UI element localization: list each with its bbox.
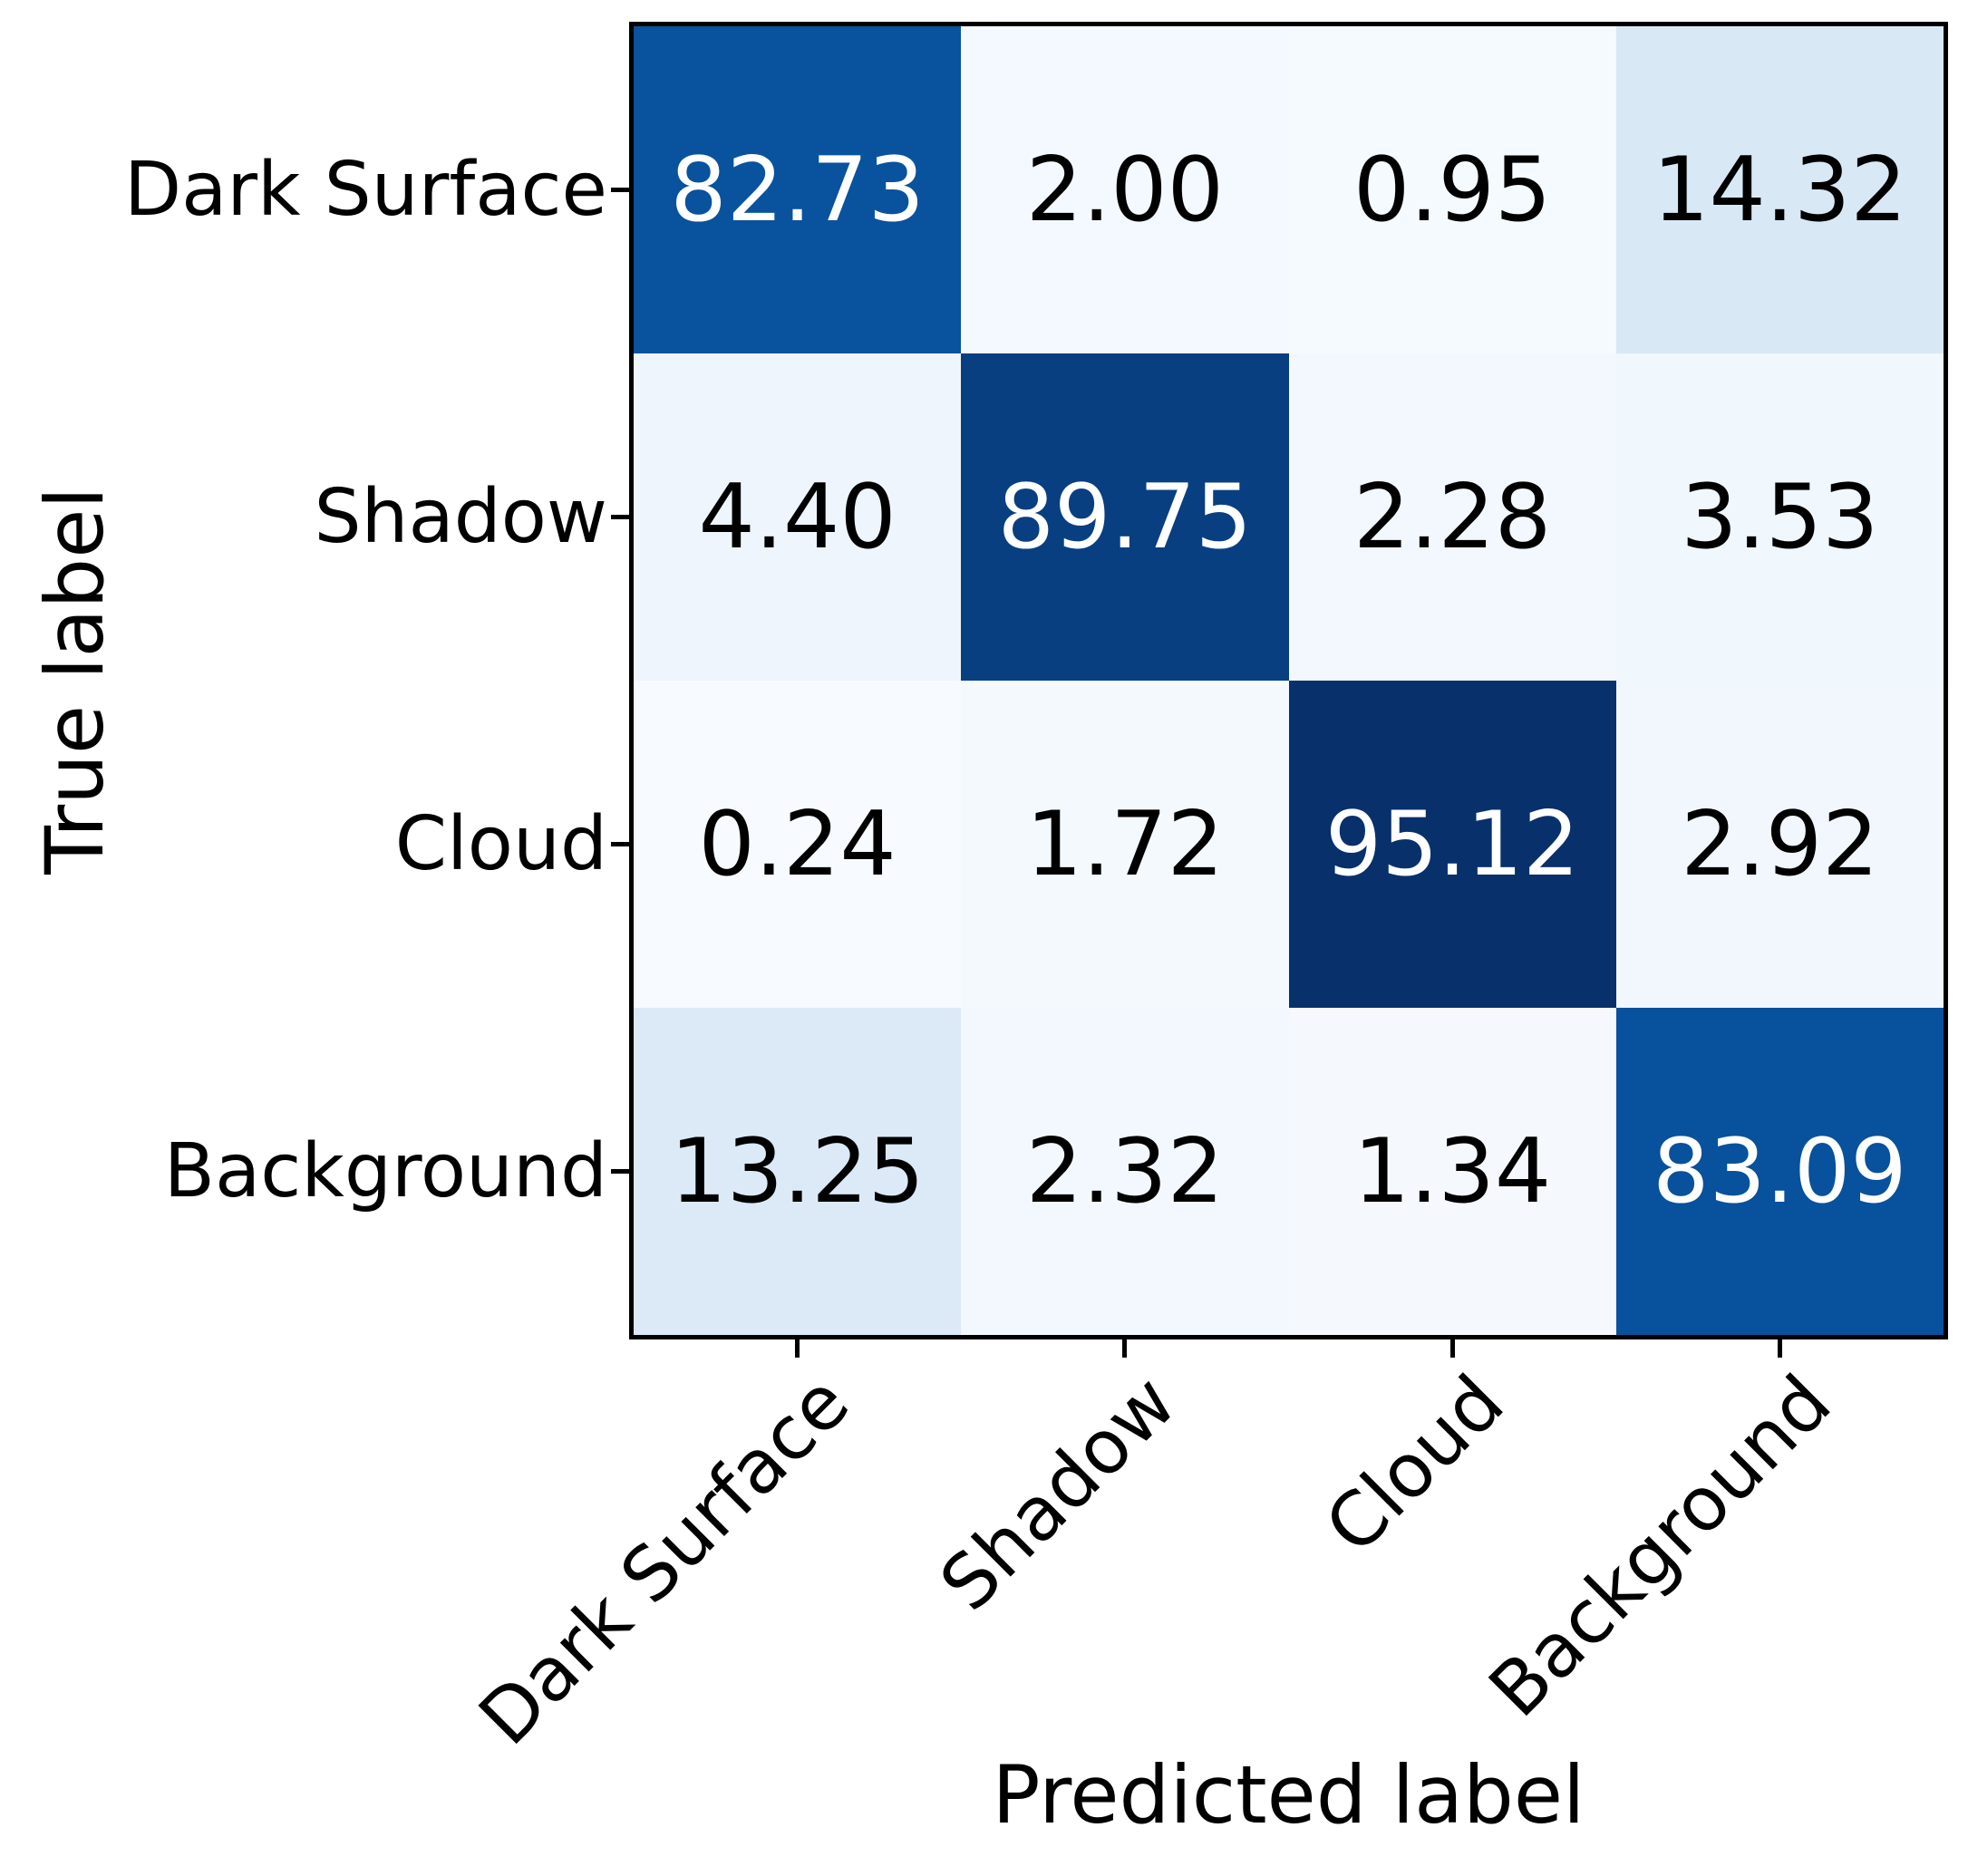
x-tick-label-1: Shadow xyxy=(924,1359,1193,1628)
y-tick-mark-0 xyxy=(611,188,629,192)
matrix-cell-r3-c0: 13.25 xyxy=(634,1008,962,1335)
confusion-matrix-plot: 82.73 2.00 0.95 14.32 4.40 89.75 2.28 3.53 0.24 1… xyxy=(629,22,1948,1339)
matrix-cell-r1-c1: 89.75 xyxy=(961,353,1289,681)
matrix-cell-r0-c3: 14.32 xyxy=(1615,26,1944,353)
y-tick-mark-2 xyxy=(611,842,629,846)
matrix-cell-r1-c2: 2.28 xyxy=(1288,353,1616,681)
y-tick-label-0: Dark Surface xyxy=(123,146,607,233)
x-tick-mark-2 xyxy=(1449,1339,1455,1358)
x-axis-title: Predicted label xyxy=(992,1748,1585,1842)
matrix-cell-r3-c3: 83.09 xyxy=(1615,1008,1944,1335)
x-tick-label-0: Dark Surface xyxy=(462,1359,866,1762)
matrix-cell-r2-c2: 95.12 xyxy=(1288,681,1616,1008)
y-tick-mark-3 xyxy=(611,1169,629,1174)
matrix-cell-r0-c0: 82.73 xyxy=(634,26,962,353)
matrix-cell-r1-c3: 3.53 xyxy=(1615,353,1944,681)
confusion-matrix-grid: 82.73 2.00 0.95 14.32 4.40 89.75 2.28 3.53 0.24 1… xyxy=(634,26,1944,1335)
matrix-cell-r0-c1: 2.00 xyxy=(961,26,1289,353)
matrix-cell-r3-c2: 1.34 xyxy=(1288,1008,1616,1335)
matrix-cell-r3-c1: 2.32 xyxy=(961,1008,1289,1335)
y-tick-label-1: Shadow xyxy=(314,473,607,560)
x-tick-label-2: Cloud xyxy=(1309,1359,1521,1571)
y-tick-label-3: Background xyxy=(163,1127,607,1214)
x-tick-mark-1 xyxy=(1122,1339,1128,1358)
matrix-cell-r1-c0: 4.40 xyxy=(634,353,962,681)
x-tick-mark-0 xyxy=(795,1339,800,1358)
matrix-cell-r0-c2: 0.95 xyxy=(1288,26,1616,353)
y-tick-label-2: Cloud xyxy=(394,800,607,887)
matrix-cell-r2-c1: 1.72 xyxy=(961,681,1289,1008)
x-tick-mark-3 xyxy=(1777,1339,1782,1358)
matrix-cell-r2-c0: 0.24 xyxy=(634,681,962,1008)
x-tick-label-3: Background xyxy=(1473,1359,1848,1734)
matrix-cell-r2-c3: 2.92 xyxy=(1615,681,1944,1008)
y-tick-mark-1 xyxy=(611,515,629,519)
